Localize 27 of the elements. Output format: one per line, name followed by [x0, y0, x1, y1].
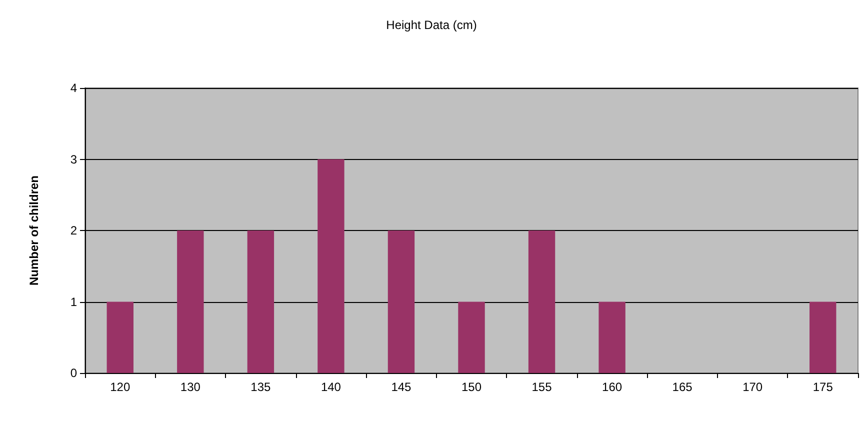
bar: [458, 302, 485, 373]
x-tick-label: 170: [742, 380, 763, 394]
y-tick-label: 0: [70, 366, 78, 380]
x-tick-label: 130: [180, 380, 201, 394]
x-tick-label: 140: [320, 380, 342, 394]
x-tick-label: 120: [110, 380, 130, 394]
x-tick-label: 160: [602, 380, 622, 394]
y-tick-label: 3: [70, 152, 78, 166]
bar: [106, 302, 134, 373]
y-axis-title: Number of children: [27, 175, 41, 286]
bar: [388, 230, 415, 373]
bar: [177, 230, 204, 373]
x-tick-label: 135: [250, 380, 272, 394]
bar: [810, 302, 836, 373]
x-tick-label: 145: [391, 380, 412, 394]
bar: [318, 159, 344, 373]
x-tick-label: 150: [461, 380, 482, 394]
bar: [528, 230, 556, 373]
y-tick-label: 2: [70, 224, 78, 238]
x-tick-label: 155: [532, 380, 552, 394]
bar: [598, 302, 626, 373]
chart-title: Height Data (cm): [386, 18, 477, 32]
x-tick-label: 175: [812, 380, 834, 394]
bar: [247, 230, 274, 373]
x-tick-label: 165: [672, 380, 693, 394]
y-tick-label: 4: [70, 81, 78, 95]
y-tick-label: 1: [70, 294, 78, 309]
